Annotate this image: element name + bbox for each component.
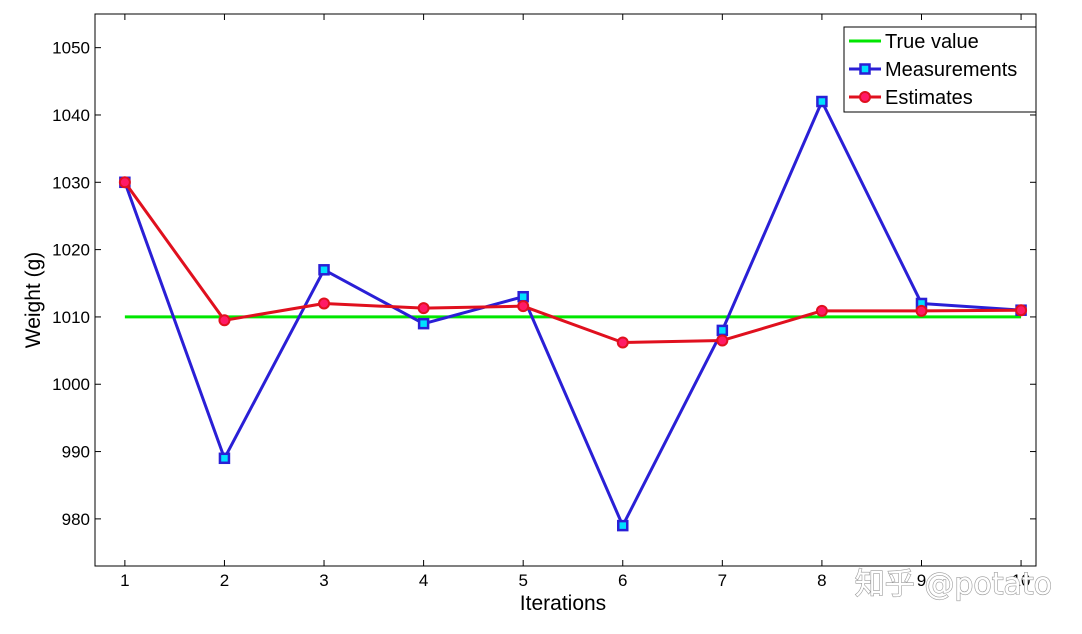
y-tick-label: 1000 — [52, 375, 90, 394]
data-point-estimates — [218, 314, 231, 327]
data-point-estimates — [716, 334, 729, 347]
y-tick-label: 1020 — [52, 241, 90, 260]
x-tick-label: 3 — [319, 571, 328, 590]
data-point-estimates — [915, 304, 928, 317]
y-tick-label: 1030 — [52, 173, 90, 192]
x-axis-title: Iterations — [520, 592, 606, 615]
legend-item-estimates: Estimates — [849, 87, 973, 109]
y-axis: 980 990 1000 1010 1020 1030 1040 1050 — [52, 39, 1036, 529]
x-tick-label: 6 — [618, 571, 627, 590]
data-point-measurements — [617, 519, 629, 532]
legend-label-true-value: True value — [885, 31, 979, 53]
data-point-estimates — [417, 302, 430, 315]
x-tick-label: 1 — [120, 571, 129, 590]
data-point-measurements — [816, 95, 828, 108]
x-tick-label: 8 — [817, 571, 826, 590]
y-axis-title: Weight (g) — [22, 252, 45, 348]
data-point-estimates — [318, 297, 331, 310]
data-point-estimates — [1015, 304, 1028, 317]
series-line-estimates — [123, 181, 1022, 345]
x-tick-label: 7 — [718, 571, 727, 590]
legend-label-measurements: Measurements — [885, 59, 1017, 81]
data-point-measurements — [517, 290, 529, 303]
data-point-measurements — [218, 452, 231, 465]
watermark-text: 知乎 @potato — [855, 567, 1052, 602]
data-point-measurements — [318, 264, 330, 276]
y-tick-label: 1050 — [52, 39, 90, 58]
x-tick-label: 2 — [220, 571, 229, 590]
x-tick-label: 10 — [1012, 571, 1031, 590]
legend-marker-measurements — [859, 63, 871, 75]
legend-marker-estimates — [859, 91, 871, 103]
series-line-measurements — [123, 100, 1022, 528]
legend: True value Measurements Estimates — [843, 26, 1037, 113]
x-tick-label: 5 — [518, 571, 527, 590]
y-tick-label: 1040 — [52, 106, 90, 125]
legend-label-estimates: Estimates — [885, 87, 973, 109]
data-point-estimates — [118, 176, 131, 189]
x-tick-label: 9 — [917, 571, 926, 590]
x-axis: 1 2 3 4 5 6 7 8 9 10 — [120, 14, 1031, 590]
series-estimates — [118, 176, 1028, 349]
data-point-estimates — [815, 304, 828, 317]
data-point-estimates — [616, 336, 629, 349]
y-tick-label: 1010 — [52, 308, 90, 327]
y-tick-label: 980 — [62, 510, 90, 529]
x-tick-label: 4 — [419, 571, 428, 590]
data-point-measurements — [716, 324, 729, 337]
series-layer — [118, 95, 1028, 532]
y-tick-label: 990 — [62, 443, 90, 462]
data-point-estimates — [517, 300, 530, 313]
data-point-measurements — [417, 317, 430, 330]
legend-item-true-value: True value — [849, 31, 979, 53]
legend-item-measurements: Measurements — [849, 59, 1017, 81]
